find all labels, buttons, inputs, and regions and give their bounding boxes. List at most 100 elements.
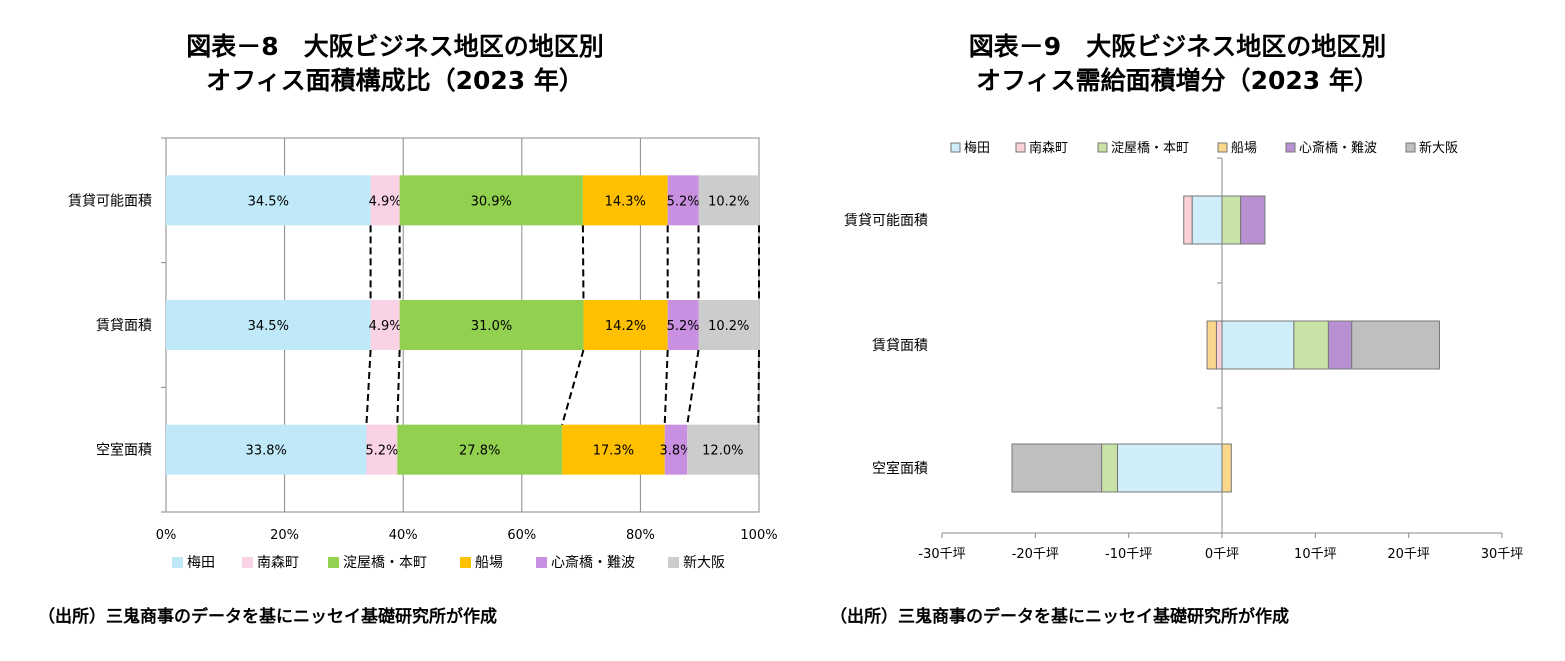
bar-segment-series-2	[1293, 320, 1329, 370]
bar-segment-series-5	[1351, 320, 1440, 370]
chart-panel-increment: 図表－9 大阪ビジネス地区の地区別 オフィス需給面積増分（2023 年） -30…	[790, 0, 1565, 661]
bar-segment-series-4	[664, 424, 688, 475]
bar-segment-series-2	[399, 300, 584, 350]
legend-label: 梅田	[964, 141, 990, 156]
source-note: （出所）三鬼商事のデータを基にニッセイ基礎研究所が作成	[38, 607, 497, 627]
x-tick-label: 30千坪	[1481, 547, 1524, 562]
chart-title-line1: 図表－9 大阪ビジネス地区の地区別	[968, 32, 1387, 61]
legend-label: 淀屋橋・本町	[343, 555, 427, 571]
data-label: 14.3%	[605, 194, 646, 209]
x-tick-label: -20千坪	[1012, 547, 1059, 562]
bar-segment-series-2	[1101, 443, 1118, 493]
source-note: （出所）三鬼商事のデータを基にニッセイ基礎研究所が作成	[830, 607, 1289, 627]
legend-label: 新大阪	[1419, 140, 1458, 156]
bar-segment-series-3	[1221, 443, 1232, 493]
chart-title: 図表－9 大阪ビジネス地区の地区別 オフィス需給面積増分（2023 年）	[790, 30, 1565, 98]
category-label: 賃貸面積	[96, 318, 152, 334]
bar-segment-series-2	[399, 175, 583, 226]
bar-segment-series-0	[166, 175, 371, 226]
data-label: 5.2%	[365, 444, 398, 459]
data-label: 10.2%	[708, 319, 749, 334]
data-label: 4.9%	[369, 319, 402, 334]
x-tick-label: 10千坪	[1294, 547, 1337, 562]
bar-segment-series-4	[667, 175, 699, 226]
bar-segment-series-0	[166, 424, 367, 475]
connector-line	[581, 225, 585, 301]
bar-segment-series-2	[397, 424, 563, 475]
bar-segment-series-4	[1327, 320, 1353, 370]
legend-label: 梅田	[187, 555, 215, 571]
data-label: 34.5%	[248, 319, 289, 334]
legend-label: 南森町	[257, 555, 299, 571]
chart-title-line1: 図表－8 大阪ビジネス地区の地区別	[186, 32, 604, 61]
category-label: 空室面積	[96, 442, 152, 459]
data-label: 17.3%	[593, 444, 634, 459]
data-label: 34.5%	[248, 194, 289, 209]
x-tick-label: 60%	[507, 528, 536, 543]
legend-label: 南森町	[1029, 140, 1068, 156]
legend-label: 新大阪	[683, 555, 725, 571]
category-label: 賃貸可能面積	[68, 193, 152, 209]
connector-line	[561, 349, 585, 425]
stacked-percent-bar-chart: 0% 20% 40% 60% 80% 100% 賃貸可能面積 34.5% 4.9% 30.9% 14…	[68, 137, 778, 571]
bar-segment-series-0	[1116, 443, 1223, 493]
x-tick-label: 40%	[389, 528, 418, 543]
legend-swatch	[172, 557, 183, 568]
connector-line	[686, 349, 700, 425]
bar-segment-series-1	[366, 424, 398, 475]
x-tick-label: 20%	[270, 528, 299, 543]
bar-segment-series-5	[1011, 443, 1103, 493]
bar-segment-series-3	[1206, 320, 1217, 370]
bar-segment-series-0	[1221, 320, 1295, 370]
legend-label: 船場	[1231, 141, 1257, 156]
connector-line	[396, 349, 401, 425]
bar-segment-series-3	[583, 300, 668, 350]
legend-swatch	[1285, 142, 1296, 153]
bar-segment-series-1	[1215, 320, 1223, 370]
bar-segment-series-5	[687, 424, 759, 475]
bar-segment-series-4	[667, 300, 699, 350]
connector-line	[365, 349, 372, 425]
data-label: 10.2%	[708, 194, 749, 209]
connector-line	[757, 349, 760, 425]
legend-swatch	[242, 557, 253, 568]
chart-title-line2: オフィス面積構成比（2023 年）	[206, 66, 584, 95]
bar-segment-series-1	[370, 300, 400, 350]
bar-segment-series-0	[1191, 195, 1223, 245]
legend-swatch	[1217, 142, 1228, 153]
data-label: 5.2%	[667, 194, 700, 209]
data-label: 4.9%	[369, 194, 402, 209]
diverging-bar-chart: -30千坪 -20千坪 -10千坪 0千坪 10千坪 20千坪 30千坪 賃貸可能面積賃貸面積…	[844, 140, 1524, 562]
x-tick-label: 100%	[740, 528, 777, 543]
x-tick-label: 20千坪	[1387, 547, 1430, 562]
bar-segment-series-1	[370, 175, 400, 226]
x-tick-label: 0千坪	[1205, 547, 1239, 562]
category-label: 賃貸面積	[872, 338, 928, 354]
data-label: 33.8%	[246, 444, 287, 459]
legend-swatch	[668, 557, 679, 568]
legend-swatch	[328, 557, 339, 568]
x-tick-label: 80%	[626, 528, 655, 543]
bar-segment-series-3	[582, 175, 668, 226]
category-label: 賃貸可能面積	[844, 213, 928, 229]
data-label: 3.8%	[659, 444, 692, 459]
legend-swatch	[950, 142, 961, 153]
data-label: 5.2%	[667, 319, 700, 334]
x-tick-label: -10千坪	[1105, 547, 1152, 562]
x-tick-label: 0%	[156, 528, 177, 543]
chart-title: 図表－8 大阪ビジネス地区の地区別 オフィス面積構成比（2023 年）	[0, 30, 790, 98]
bar-segment-series-1	[1183, 195, 1193, 245]
bar-segment-series-4	[1240, 195, 1266, 245]
legend-label: 船場	[475, 555, 503, 571]
bar-segment-series-0	[166, 300, 371, 350]
legend-label: 心斎橋・難波	[1299, 140, 1377, 156]
legend-swatch	[1015, 142, 1026, 153]
legend-swatch	[1097, 142, 1108, 153]
legend-label: 心斎橋・難波	[551, 554, 635, 571]
bar-segment-series-5	[698, 175, 759, 226]
category-label: 空室面積	[872, 460, 928, 477]
chart-panel-composition: 図表－8 大阪ビジネス地区の地区別 オフィス面積構成比（2023 年） 0% 20…	[0, 30, 790, 627]
legend-label: 淀屋橋・本町	[1111, 141, 1189, 156]
legend-swatch	[536, 557, 547, 568]
bar-segment-series-5	[698, 300, 759, 350]
